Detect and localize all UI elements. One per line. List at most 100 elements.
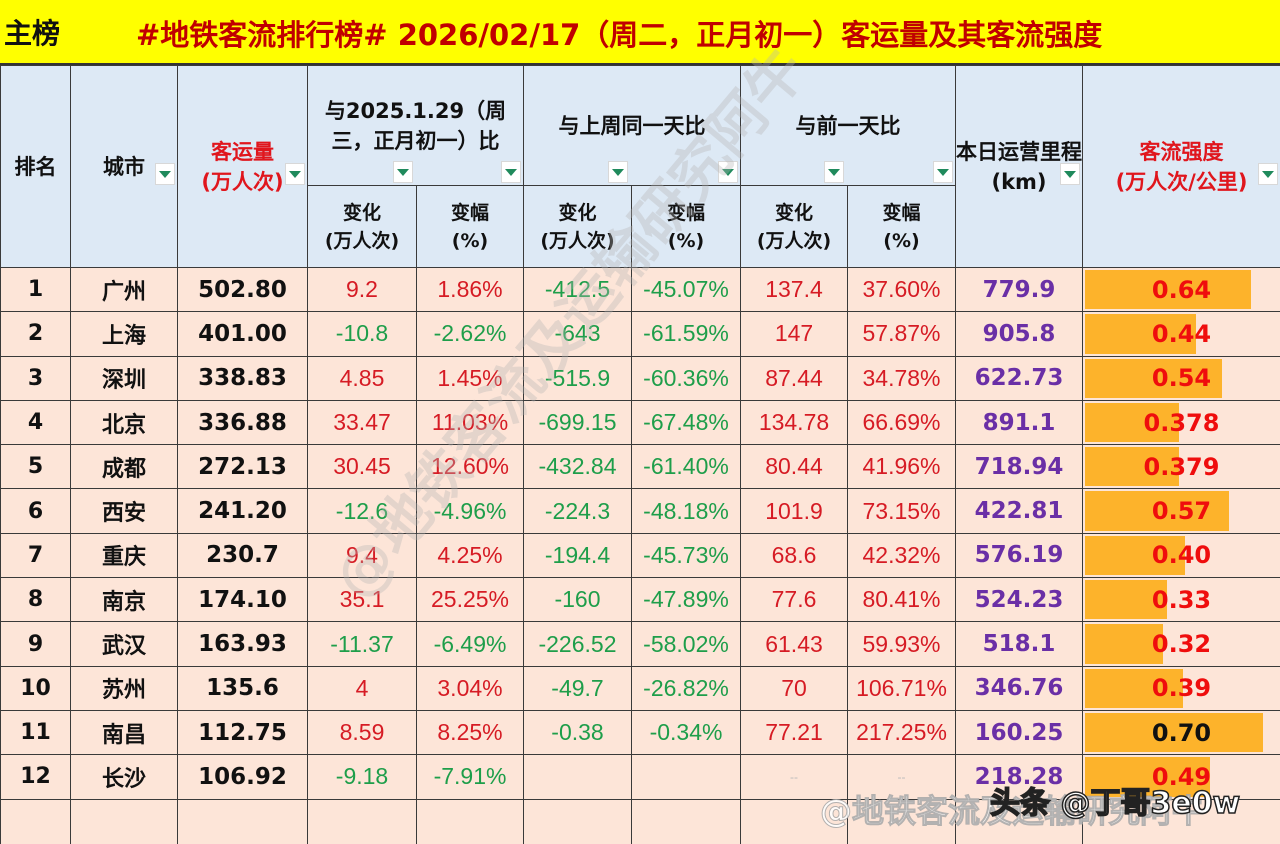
table-row: 3 深圳 338.83 4.85 1.45% -515.9 -60.36% 87.44 34.7…: [0, 355, 1280, 401]
filter-dropdown-icon[interactable]: [718, 161, 738, 183]
last-week-change-cell: -515.9: [523, 355, 632, 401]
mileage-cell: 905.8: [955, 311, 1083, 357]
intensity-value: 0.49: [1151, 762, 1212, 791]
prev-day-change-cell: --: [740, 754, 848, 800]
rank-cell: 5: [0, 444, 71, 490]
table-row: 11 南昌 112.75 8.59 8.25% -0.38 -0.34% 77.21 217.2…: [0, 709, 1280, 756]
last-year-change-cell: -11.37: [307, 621, 417, 667]
intensity-cell: 0.44: [1082, 311, 1280, 357]
empty-cell: [523, 798, 632, 844]
intensity-value: 0.54: [1151, 364, 1212, 393]
filter-dropdown-icon[interactable]: [933, 161, 953, 183]
intensity-value: 0.32: [1151, 630, 1212, 659]
last-week-change-cell: [523, 754, 632, 800]
last-year-pct-cell: 8.25%: [416, 709, 524, 756]
table-row: 7 重庆 230.7 9.4 4.25% -194.4 -45.73% 68.6 42.32% 5…: [0, 532, 1280, 579]
mileage-cell: 422.81: [955, 488, 1083, 534]
prev-day-change-cell: 61.43: [740, 621, 848, 667]
prev-day-pct-cell: 57.87%: [847, 311, 956, 357]
prev-day-change-cell: 134.78: [740, 399, 848, 446]
last-week-change-cell: -0.38: [523, 709, 632, 756]
prev-day-pct-cell: 41.96%: [847, 444, 956, 490]
volume-cell: 272.13: [177, 444, 308, 490]
filter-dropdown-icon[interactable]: [155, 163, 175, 185]
city-cell: 广州: [70, 266, 178, 313]
intensity-cell: 0.54: [1082, 355, 1280, 401]
rank-cell: 2: [0, 311, 71, 357]
empty-cell: [70, 798, 178, 844]
table-row: 5 成都 272.13 30.45 12.60% -432.84 -61.40% 80.44 4…: [0, 444, 1280, 490]
intensity-value: 0.33: [1151, 585, 1212, 614]
filter-dropdown-icon[interactable]: [1060, 163, 1080, 185]
last-year-pct-cell: -7.91%: [416, 754, 524, 800]
city-cell: 苏州: [70, 665, 178, 711]
filter-dropdown-icon[interactable]: [1258, 163, 1278, 185]
table-row: 9 武汉 163.93 -11.37 -6.49% -226.52 -58.02% 61.43…: [0, 621, 1280, 667]
mileage-cell: 518.1: [955, 621, 1083, 667]
mileage-cell: 718.94: [955, 444, 1083, 490]
city-cell: 武汉: [70, 621, 178, 667]
empty-cell: [0, 798, 71, 844]
intensity-value: 0.44: [1151, 319, 1212, 348]
prev-day-pct-cell: 42.32%: [847, 532, 956, 579]
last-year-change-cell: 9.4: [307, 532, 417, 579]
mileage-cell: 622.73: [955, 355, 1083, 401]
header-rank: 排名: [0, 65, 71, 268]
intensity-value: 0.378: [1143, 408, 1220, 437]
last-week-pct-cell: -45.07%: [631, 266, 741, 313]
table-row: 1 广州 502.80 9.2 1.86% -412.5 -45.07% 137.4 37.60…: [0, 266, 1280, 313]
table-row: 6 西安 241.20 -12.6 -4.96% -224.3 -48.18% 101.9 73…: [0, 488, 1280, 534]
last-year-change-cell: 4.85: [307, 355, 417, 401]
empty-row: [0, 798, 1280, 844]
last-week-pct-cell: -26.82%: [631, 665, 741, 711]
intensity-cell: 0.379: [1082, 444, 1280, 490]
prev-day-change-cell: 101.9: [740, 488, 848, 534]
prev-day-change-cell: 77.21: [740, 709, 848, 756]
intensity-cell: 0.49: [1082, 754, 1280, 800]
intensity-cell: 0.57: [1082, 488, 1280, 534]
intensity-databar: [1085, 447, 1180, 487]
mileage-cell: 779.9: [955, 266, 1083, 313]
header-change: 变化 (万人次): [523, 185, 632, 268]
filter-dropdown-icon[interactable]: [501, 161, 521, 183]
intensity-databar: [1085, 624, 1164, 664]
filter-dropdown-icon[interactable]: [393, 161, 413, 183]
intensity-cell: 0.32: [1082, 621, 1280, 667]
filter-dropdown-icon[interactable]: [608, 161, 628, 183]
mileage-cell: 346.76: [955, 665, 1083, 711]
header-change: 变化 (万人次): [307, 185, 417, 268]
rank-cell: 6: [0, 488, 71, 534]
table-row: 2 上海 401.00 -10.8 -2.62% -643 -61.59% 147 57.87%…: [0, 311, 1280, 357]
last-year-pct-cell: 4.25%: [416, 532, 524, 579]
prev-day-change-cell: 77.6: [740, 577, 848, 623]
filter-dropdown-icon[interactable]: [824, 161, 844, 183]
prev-day-change-cell: 137.4: [740, 266, 848, 313]
last-week-pct-cell: -47.89%: [631, 577, 741, 623]
intensity-value: 0.40: [1151, 541, 1212, 570]
city-cell: 西安: [70, 488, 178, 534]
prev-day-pct-cell: 66.69%: [847, 399, 956, 446]
table-row: 4 北京 336.88 33.47 11.03% -699.15 -67.48% 134.78…: [0, 399, 1280, 446]
rank-cell: 3: [0, 355, 71, 401]
volume-cell: 230.7: [177, 532, 308, 579]
last-week-change-cell: -49.7: [523, 665, 632, 711]
prev-day-pct-cell: 80.41%: [847, 577, 956, 623]
header-cmp-prev-day: 与前一天比: [740, 65, 956, 186]
intensity-cell: 0.64: [1082, 266, 1280, 313]
last-year-pct-cell: 1.86%: [416, 266, 524, 313]
rank-cell: 12: [0, 754, 71, 800]
empty-cell: [177, 798, 308, 844]
mileage-cell: 160.25: [955, 709, 1083, 756]
volume-cell: 174.10: [177, 577, 308, 623]
last-year-pct-cell: -4.96%: [416, 488, 524, 534]
prev-day-change-cell: 87.44: [740, 355, 848, 401]
header-intensity: 客流强度 (万人次/公里): [1082, 65, 1280, 268]
last-week-change-cell: -432.84: [523, 444, 632, 490]
empty-cell: [416, 798, 524, 844]
filter-dropdown-icon[interactable]: [285, 163, 305, 185]
city-cell: 南京: [70, 577, 178, 623]
empty-cell: [1082, 798, 1280, 844]
city-cell: 长沙: [70, 754, 178, 800]
intensity-cell: 0.40: [1082, 532, 1280, 579]
volume-cell: 135.6: [177, 665, 308, 711]
